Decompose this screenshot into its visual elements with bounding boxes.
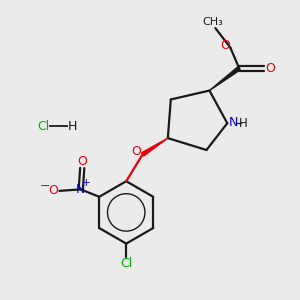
Text: O: O bbox=[265, 62, 275, 75]
Text: CH₃: CH₃ bbox=[202, 17, 224, 27]
Text: +: + bbox=[82, 178, 90, 188]
Text: O: O bbox=[48, 184, 58, 197]
Text: Cl: Cl bbox=[120, 257, 132, 270]
Text: H: H bbox=[239, 117, 248, 130]
Text: −: − bbox=[39, 180, 50, 193]
Text: O: O bbox=[220, 40, 230, 52]
Text: N: N bbox=[229, 116, 239, 129]
Polygon shape bbox=[142, 138, 168, 156]
Text: N: N bbox=[76, 183, 86, 196]
Text: O: O bbox=[131, 145, 141, 158]
Text: Cl: Cl bbox=[37, 120, 49, 133]
Polygon shape bbox=[209, 67, 240, 91]
Text: O: O bbox=[77, 155, 87, 168]
Text: H: H bbox=[68, 120, 77, 133]
